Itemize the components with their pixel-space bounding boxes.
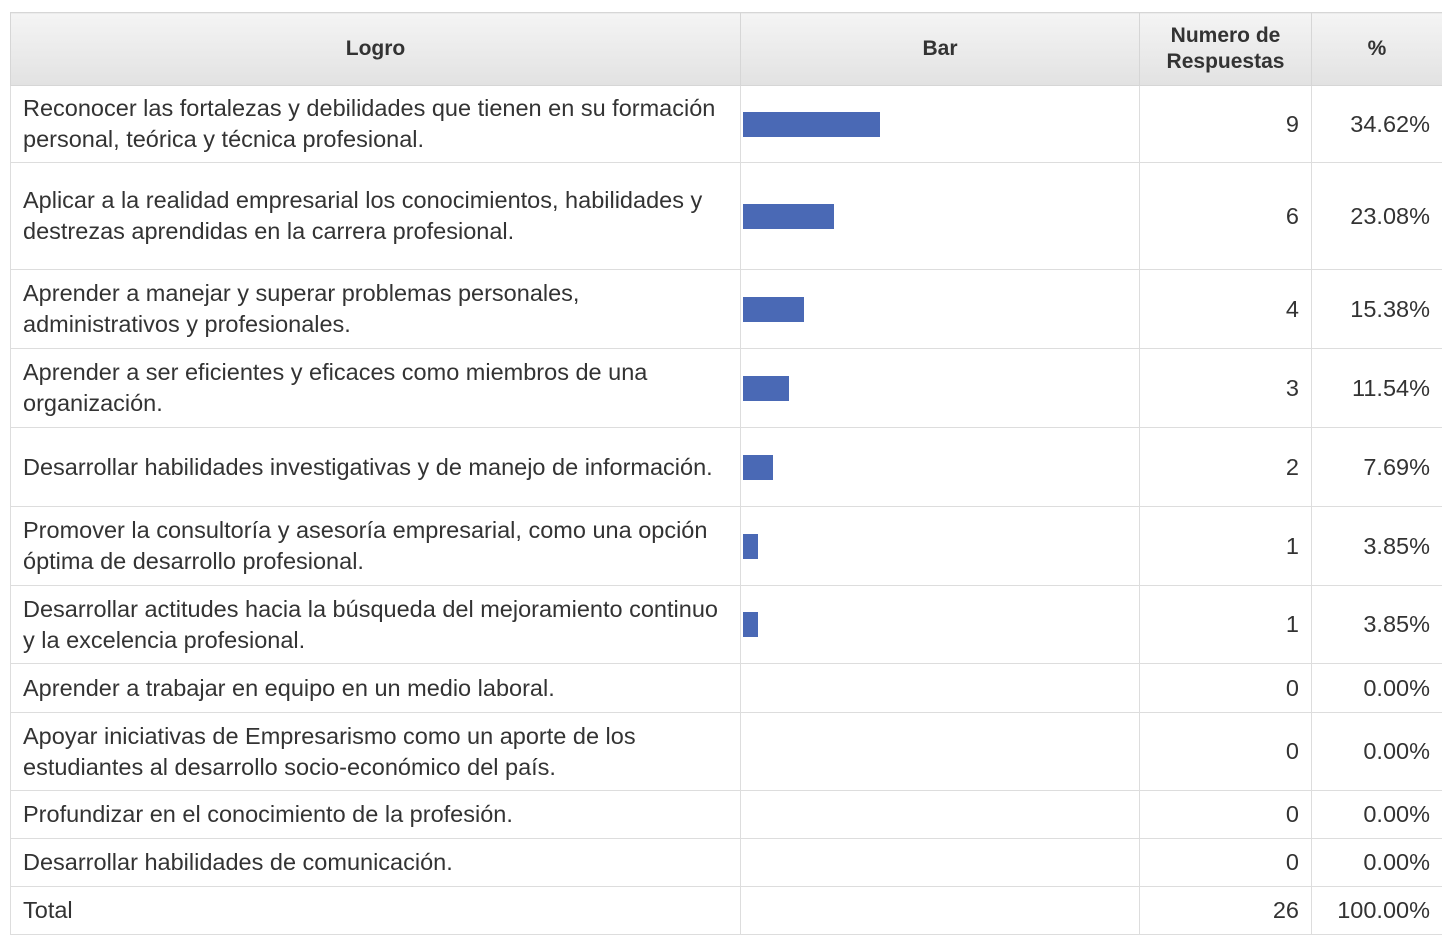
results-table: Logro Bar Numero de Respuestas % Reconoc… (10, 12, 1442, 935)
bar-cell (741, 586, 1140, 664)
bar (743, 612, 758, 637)
row: Desarrollar actitudes hacia la búsqueda … (11, 586, 1442, 664)
bar (743, 455, 773, 480)
bar-cell (741, 86, 1140, 163)
bar (743, 204, 834, 229)
logro: Promover la consultoría y asesoría empre… (11, 507, 741, 586)
count: 0 (1140, 839, 1312, 887)
bar-cell (741, 713, 1140, 791)
count: 3 (1140, 349, 1312, 428)
row: Aplicar a la realidad empresarial los co… (11, 163, 1442, 270)
row: Promover la consultoría y asesoría empre… (11, 507, 1442, 586)
logro: Desarrollar actitudes hacia la búsqueda … (11, 586, 741, 664)
percent: 15.38% (1312, 270, 1442, 349)
count: 9 (1140, 86, 1312, 163)
row: Profundizar en el conocimiento de la pro… (11, 791, 1442, 839)
logro: Apoyar iniciativas de Empresarismo como … (11, 713, 741, 791)
percent: 3.85% (1312, 507, 1442, 586)
row: Desarrollar habilidades investigativas y… (11, 428, 1442, 507)
logro: Desarrollar habilidades investigativas y… (11, 428, 741, 507)
logro: Aprender a trabajar en equipo en un medi… (11, 664, 741, 713)
row: Aprender a trabajar en equipo en un medi… (11, 664, 1442, 713)
percent: 11.54% (1312, 349, 1442, 428)
header: Logro (11, 13, 741, 86)
bar (743, 534, 758, 559)
percent: 0.00% (1312, 664, 1442, 713)
percent: 3.85% (1312, 586, 1442, 664)
logro: Desarrollar habilidades de comunicación. (11, 839, 741, 887)
logro: Total (11, 887, 741, 935)
bar-cell (741, 791, 1140, 839)
count: 1 (1140, 586, 1312, 664)
bar-cell (741, 839, 1140, 887)
bar-cell (741, 163, 1140, 270)
logro: Profundizar en el conocimiento de la pro… (11, 791, 741, 839)
header: % (1312, 13, 1442, 86)
count: 26 (1140, 887, 1312, 935)
logro: Aplicar a la realidad empresarial los co… (11, 163, 741, 270)
count: 1 (1140, 507, 1312, 586)
percent: 23.08% (1312, 163, 1442, 270)
bar (743, 112, 880, 137)
table-body: Reconocer las fortalezas y debilidades q… (11, 86, 1442, 935)
header: Numero de Respuestas (1140, 13, 1312, 86)
percent: 34.62% (1312, 86, 1442, 163)
percent: 0.00% (1312, 839, 1442, 887)
count: 0 (1140, 791, 1312, 839)
header-row: Logro Bar Numero de Respuestas % (11, 13, 1442, 86)
bar-cell (741, 349, 1140, 428)
row: Aprender a manejar y superar problemas p… (11, 270, 1442, 349)
count: 6 (1140, 163, 1312, 270)
count: 0 (1140, 713, 1312, 791)
bar (743, 297, 804, 322)
row: Aprender a ser eficientes y eficaces com… (11, 349, 1442, 428)
count: 0 (1140, 664, 1312, 713)
percent: 7.69% (1312, 428, 1442, 507)
bar-cell (741, 887, 1140, 935)
bar (743, 376, 789, 401)
row: Reconocer las fortalezas y debilidades q… (11, 86, 1442, 163)
logro: Aprender a manejar y superar problemas p… (11, 270, 741, 349)
bar-cell (741, 428, 1140, 507)
count: 4 (1140, 270, 1312, 349)
bar-cell (741, 664, 1140, 713)
header: Bar (741, 13, 1140, 86)
bar-cell (741, 270, 1140, 349)
percent: 100.00% (1312, 887, 1442, 935)
row: Desarrollar habilidades de comunicación.… (11, 839, 1442, 887)
logro: Reconocer las fortalezas y debilidades q… (11, 86, 741, 163)
bar-cell (741, 507, 1140, 586)
count: 2 (1140, 428, 1312, 507)
row: Apoyar iniciativas de Empresarismo como … (11, 713, 1442, 791)
logro: Aprender a ser eficientes y eficaces com… (11, 349, 741, 428)
percent: 0.00% (1312, 791, 1442, 839)
percent: 0.00% (1312, 713, 1442, 791)
